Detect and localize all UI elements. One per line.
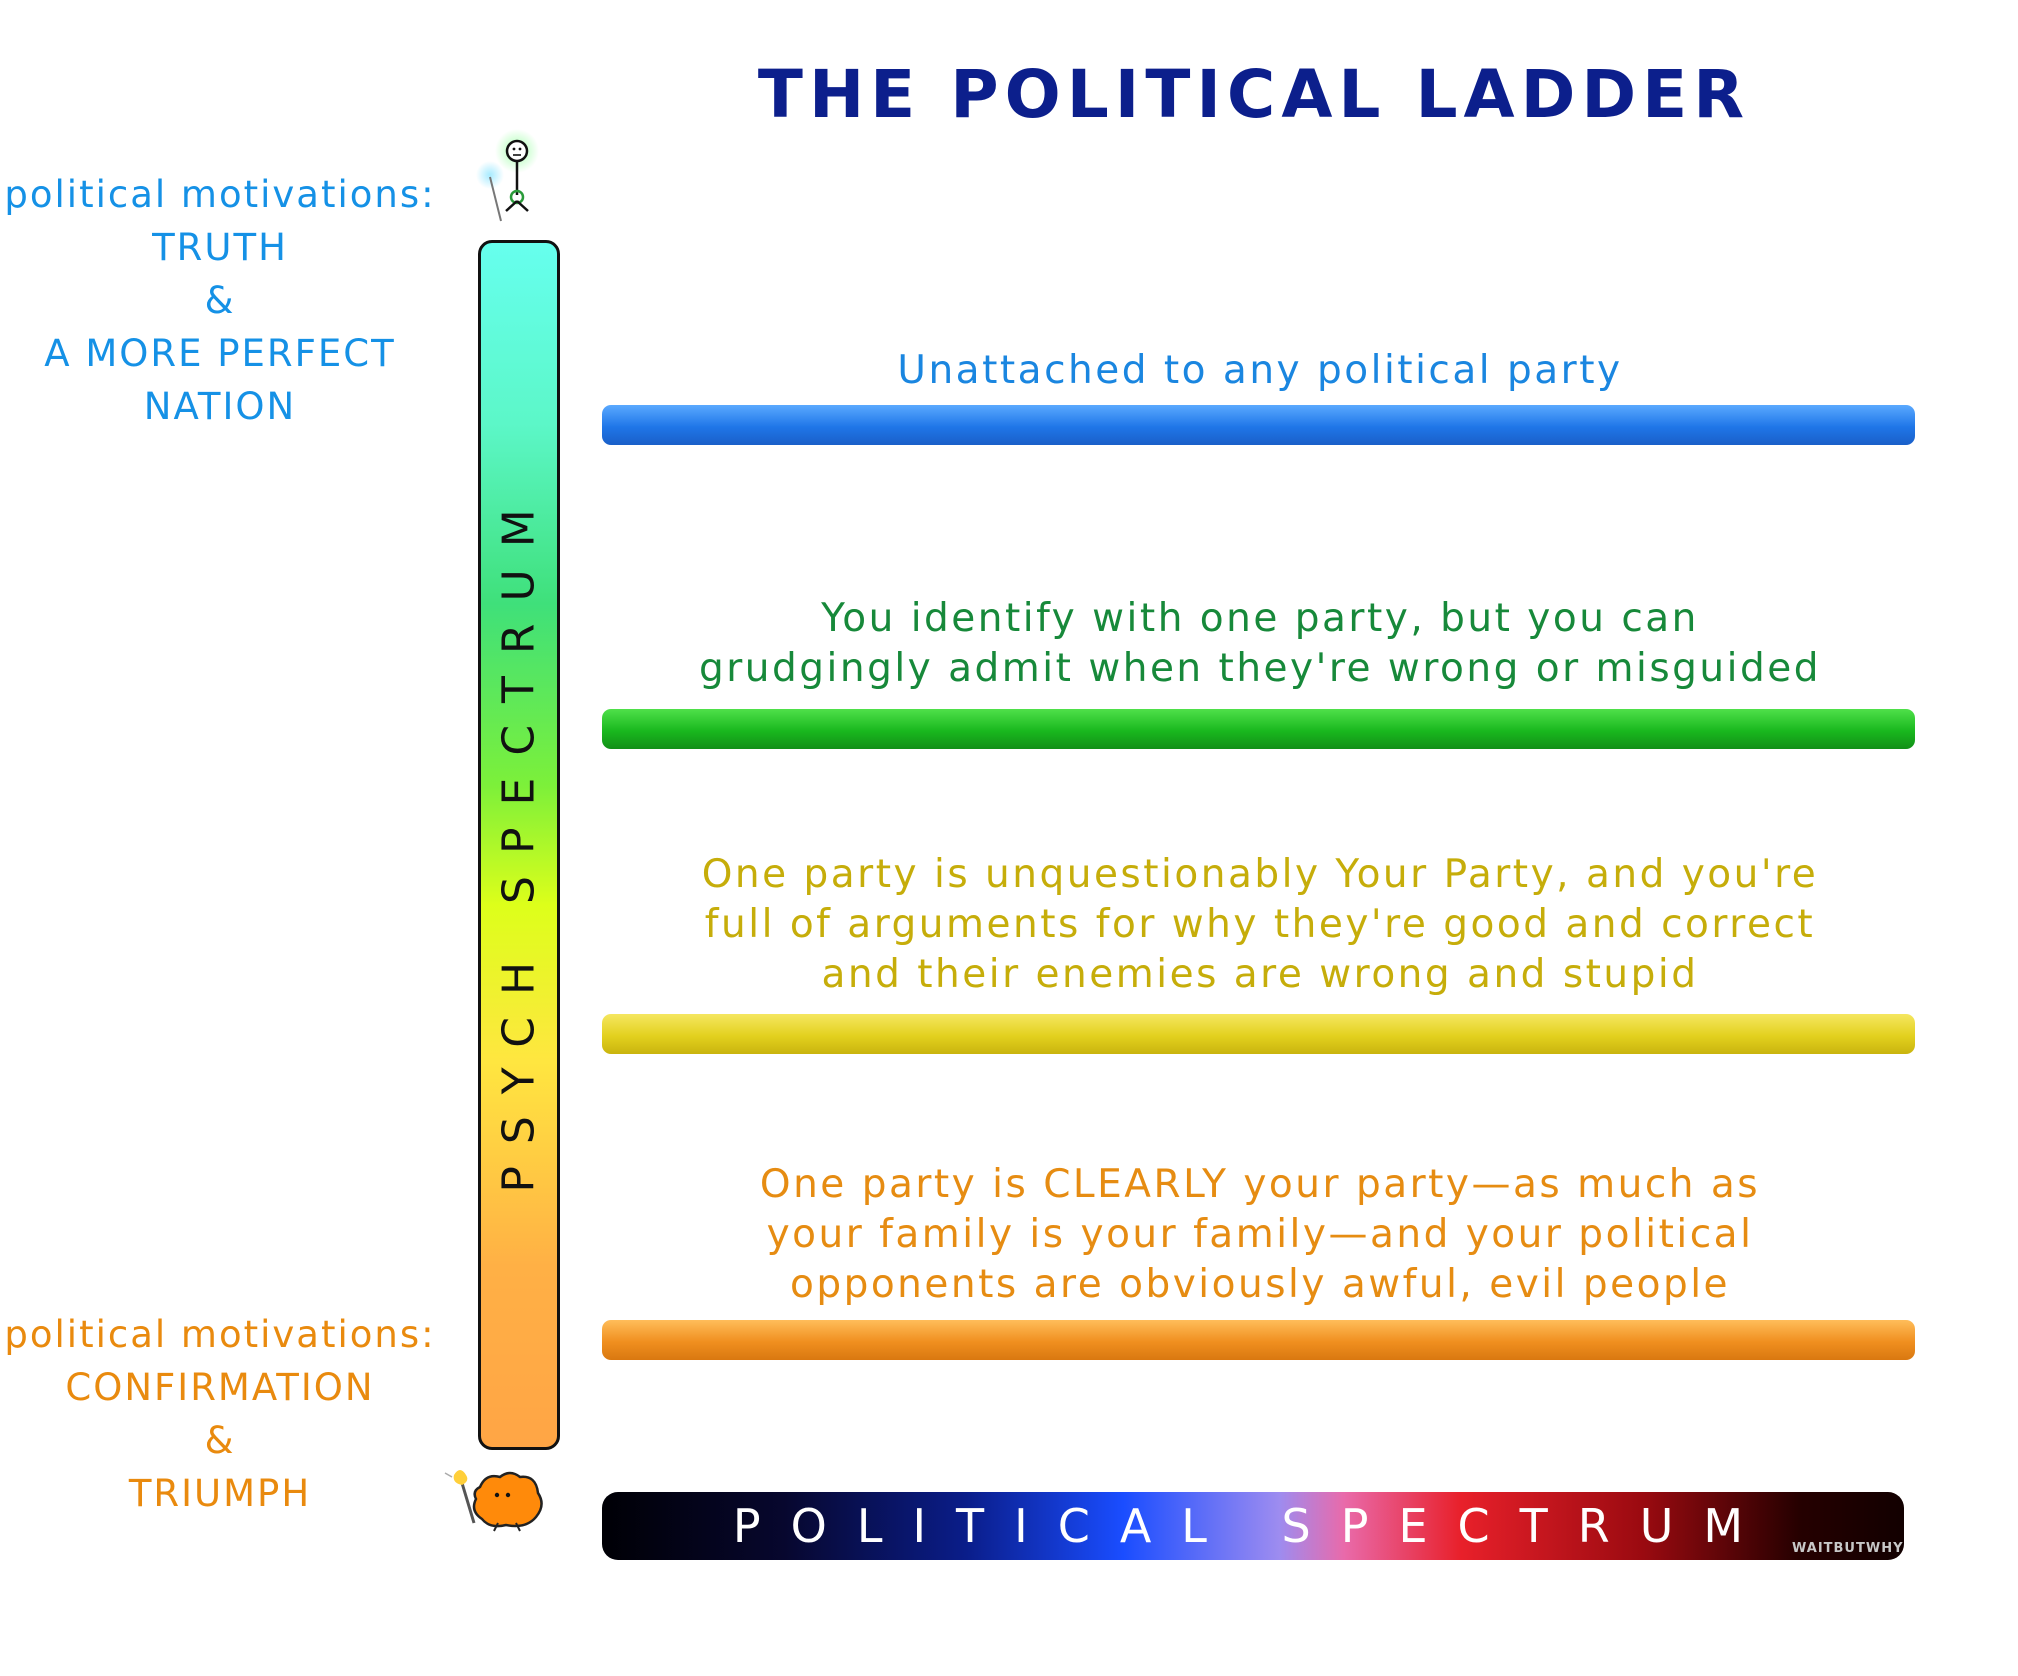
rung-2-text: You identify with one party, but you can…	[600, 594, 1920, 694]
bottom-motivation-line: political motivations:	[4, 1313, 436, 1356]
rung-4-text: One party is CLEARLY your party—as much …	[600, 1160, 1920, 1310]
rung-text-line: and their enemies are wrong and stupid	[821, 952, 1699, 997]
rung-text-line: grudgingly admit when they're wrong or m…	[699, 646, 1821, 691]
top-motivation-line: A MORE PERFECT	[44, 332, 396, 375]
rung-3-text: One party is unquestionably Your Party, …	[600, 850, 1920, 1000]
diagram-title: THE POLITICAL LADDER	[757, 56, 1751, 133]
rung-text-line: One party is unquestionably Your Party, …	[701, 852, 1819, 897]
top-motivation-line: NATION	[143, 385, 297, 428]
bottom-motivation-line: CONFIRMATION	[65, 1366, 375, 1409]
psych-spectrum-bar	[478, 240, 560, 1450]
bottom-motivation-line: TRIUMPH	[128, 1472, 312, 1515]
rung-text-line: your family is your family—and your poli…	[766, 1212, 1754, 1257]
bottom-motivation-line: &	[204, 1419, 236, 1462]
rung-1-text: Unattached to any political party	[600, 346, 1920, 396]
rung-3-bar	[602, 1014, 1915, 1054]
rung-text-line: Unattached to any political party	[897, 348, 1623, 393]
watermark: WAITBUTWHY	[1792, 1541, 1904, 1556]
top-motivation-line: TRUTH	[152, 226, 288, 269]
top-motivation-line: &	[204, 279, 236, 322]
rung-1-bar	[602, 405, 1915, 445]
top-motivation-line: political motivations:	[4, 173, 436, 216]
rung-text-line: You identify with one party, but you can	[821, 596, 1699, 641]
political-spectrum-bar	[602, 1492, 1904, 1560]
bottom-motivation: political motivations: CONFIRMATION & TR…	[0, 1308, 440, 1520]
top-motivation: political motivations: TRUTH & A MORE PE…	[0, 168, 440, 433]
rung-text-line: opponents are obviously awful, evil peop…	[789, 1262, 1731, 1307]
orange-blob-creature-with-torch-icon	[444, 1470, 543, 1532]
rung-2-bar	[602, 709, 1915, 749]
political-spectrum-label: POLITICAL SPECTRUM	[732, 1499, 1774, 1553]
glowing-stick-figure-with-wand-icon	[476, 129, 539, 222]
rung-text-line: full of arguments for why they're good a…	[704, 902, 1816, 947]
rung-text-line: One party is CLEARLY your party—as much …	[759, 1162, 1761, 1207]
psych-spectrum-label: PSYCH SPECTRUM	[493, 487, 545, 1193]
rung-4-bar	[602, 1320, 1915, 1360]
